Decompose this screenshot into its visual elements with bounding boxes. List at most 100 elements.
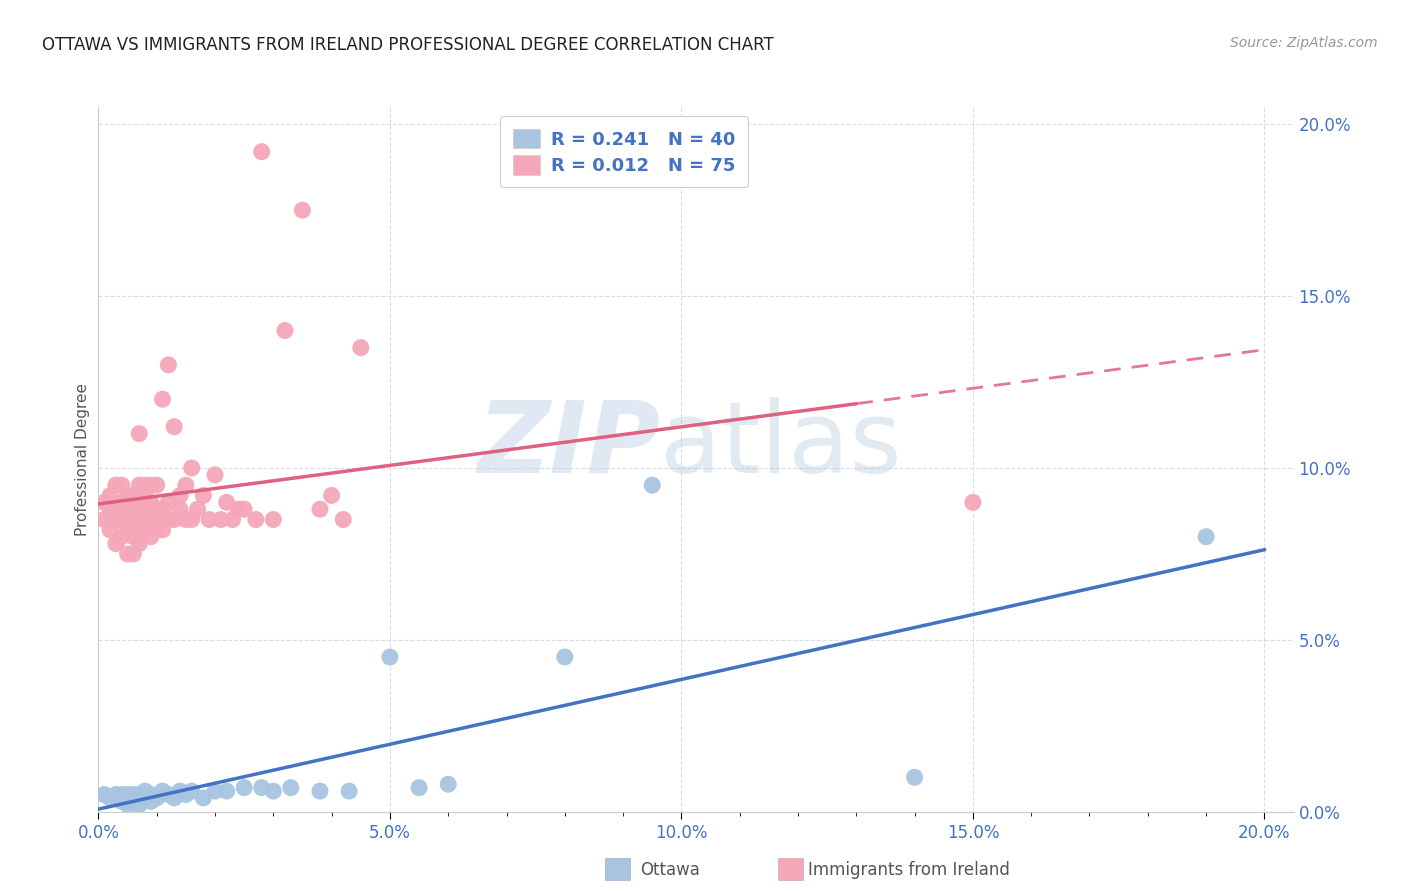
Point — [378, 650, 401, 665]
Point — [215, 784, 238, 798]
Point — [186, 502, 208, 516]
Point — [554, 650, 576, 665]
Point — [117, 797, 139, 812]
Point — [408, 780, 430, 795]
Point — [145, 523, 167, 537]
Text: OTTAWA VS IMMIGRANTS FROM IRELAND PROFESSIONAL DEGREE CORRELATION CHART: OTTAWA VS IMMIGRANTS FROM IRELAND PROFES… — [42, 36, 773, 54]
Point — [157, 788, 180, 802]
Point — [321, 488, 343, 502]
Point — [134, 478, 156, 492]
Point — [128, 512, 150, 526]
Point — [204, 467, 226, 482]
Point — [122, 502, 145, 516]
Point — [98, 791, 121, 805]
Point — [204, 784, 226, 798]
Point — [98, 502, 121, 516]
Point — [174, 478, 197, 492]
Point — [1195, 530, 1218, 544]
Point — [139, 512, 162, 526]
Point — [93, 788, 115, 802]
Point — [180, 512, 202, 526]
Point — [134, 502, 156, 516]
Point — [98, 523, 121, 537]
Point — [641, 478, 664, 492]
Point — [221, 512, 243, 526]
Text: Immigrants from Ireland: Immigrants from Ireland — [808, 861, 1011, 879]
Point — [209, 512, 232, 526]
Point — [111, 495, 134, 509]
Point — [169, 784, 191, 798]
Point — [104, 478, 127, 492]
Point — [117, 502, 139, 516]
Point — [122, 788, 145, 802]
Point — [139, 788, 162, 802]
Point — [93, 512, 115, 526]
Point — [332, 512, 354, 526]
Point — [233, 780, 256, 795]
Point — [215, 495, 238, 509]
Y-axis label: Professional Degree: Professional Degree — [75, 383, 90, 536]
Point — [134, 784, 156, 798]
Point — [280, 780, 302, 795]
Point — [145, 478, 167, 492]
Point — [152, 523, 174, 537]
Point — [174, 512, 197, 526]
Text: atlas: atlas — [661, 397, 901, 494]
Point — [962, 495, 984, 509]
Point — [157, 358, 180, 372]
Point — [111, 788, 134, 802]
Point — [262, 512, 284, 526]
Point — [245, 512, 267, 526]
Point — [309, 502, 332, 516]
Point — [111, 530, 134, 544]
Point — [117, 794, 139, 808]
Point — [128, 536, 150, 550]
Point — [111, 478, 134, 492]
Point — [350, 341, 373, 355]
Point — [262, 784, 284, 798]
Point — [198, 512, 221, 526]
Point — [139, 478, 162, 492]
Point — [122, 488, 145, 502]
Point — [128, 495, 150, 509]
Text: Ottawa: Ottawa — [640, 861, 700, 879]
Point — [180, 461, 202, 475]
Point — [163, 512, 186, 526]
Point — [233, 502, 256, 516]
Point — [98, 488, 121, 502]
Point — [157, 495, 180, 509]
Point — [145, 502, 167, 516]
Point — [128, 797, 150, 812]
Point — [134, 523, 156, 537]
Point — [122, 530, 145, 544]
Point — [104, 788, 127, 802]
Text: Source: ZipAtlas.com: Source: ZipAtlas.com — [1230, 36, 1378, 50]
Text: ZIP: ZIP — [477, 397, 661, 494]
Point — [134, 512, 156, 526]
Point — [117, 488, 139, 502]
Point — [437, 777, 460, 791]
Point — [122, 547, 145, 561]
Point — [157, 512, 180, 526]
Point — [169, 488, 191, 502]
Point — [193, 488, 215, 502]
Point — [117, 547, 139, 561]
Point — [163, 791, 186, 805]
Point — [152, 502, 174, 516]
Point — [174, 788, 197, 802]
Point — [337, 784, 360, 798]
Point — [228, 502, 250, 516]
Point — [180, 784, 202, 798]
Point — [128, 788, 150, 802]
Point — [104, 502, 127, 516]
Point — [152, 784, 174, 798]
Point — [122, 791, 145, 805]
Point — [111, 512, 134, 526]
Point — [274, 323, 297, 337]
Point — [169, 502, 191, 516]
Point — [193, 791, 215, 805]
Point — [117, 788, 139, 802]
Point — [122, 512, 145, 526]
Point — [250, 780, 273, 795]
Point — [128, 478, 150, 492]
